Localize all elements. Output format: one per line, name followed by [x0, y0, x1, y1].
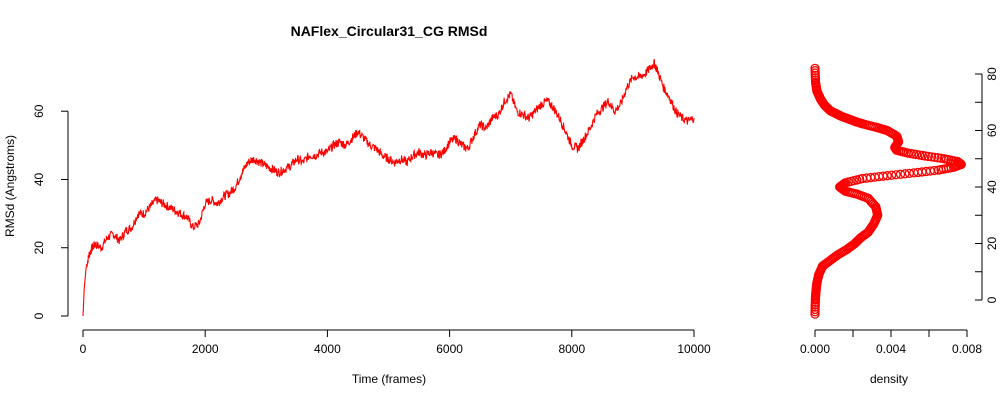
density-point [891, 170, 901, 180]
density-y-tick-label: 20 [985, 237, 999, 251]
x-tick-label: 4000 [314, 342, 341, 356]
density-x-tick-label: 0.008 [952, 342, 982, 356]
density-point [936, 153, 946, 163]
y-tick-label: 0 [32, 312, 46, 319]
density-point [882, 171, 892, 181]
y-tick-label: 40 [32, 172, 46, 186]
x-tick-label: 6000 [436, 342, 463, 356]
density-point [886, 170, 897, 180]
density-point [895, 169, 906, 179]
x-tick-label: 2000 [192, 342, 219, 356]
density-y-tick-label: 0 [985, 296, 999, 303]
rmsd-series-line [82, 59, 695, 317]
y-axis-label: RMSd (Angstroms) [3, 135, 17, 237]
x-tick-label: 8000 [558, 342, 585, 356]
y-tick-label: 60 [32, 104, 46, 118]
y-tick-label: 20 [32, 241, 46, 255]
main-axes: 0 2000 4000 6000 8000 10000 0 20 40 60 [32, 104, 711, 356]
density-x-tick-label: 0.004 [876, 342, 906, 356]
density-point [900, 169, 910, 179]
density-point [933, 153, 943, 163]
density-y-tick-label: 80 [985, 67, 999, 81]
density-point [930, 152, 940, 162]
density-y-tick-label: 60 [985, 124, 999, 138]
x-axis-label: Time (frames) [352, 372, 426, 386]
chart-title: NAFlex_Circular31_CG RMSd [291, 23, 488, 39]
density-point [939, 154, 949, 164]
density-point [929, 165, 940, 176]
density-plot-area [810, 63, 966, 319]
density-x-tick-label: 0.000 [800, 342, 830, 356]
main-plot-area [82, 59, 695, 317]
x-tick-label: 0 [80, 342, 87, 356]
density-x-axis-label: density [870, 372, 908, 386]
density-point [923, 151, 934, 162]
x-tick-label: 10000 [677, 342, 711, 356]
density-point [810, 63, 820, 73]
density-axes: 0.000 0.004 0.008 0 20 40 60 80 [800, 67, 999, 356]
density-y-tick-label: 40 [985, 180, 999, 194]
density-point [926, 152, 937, 162]
